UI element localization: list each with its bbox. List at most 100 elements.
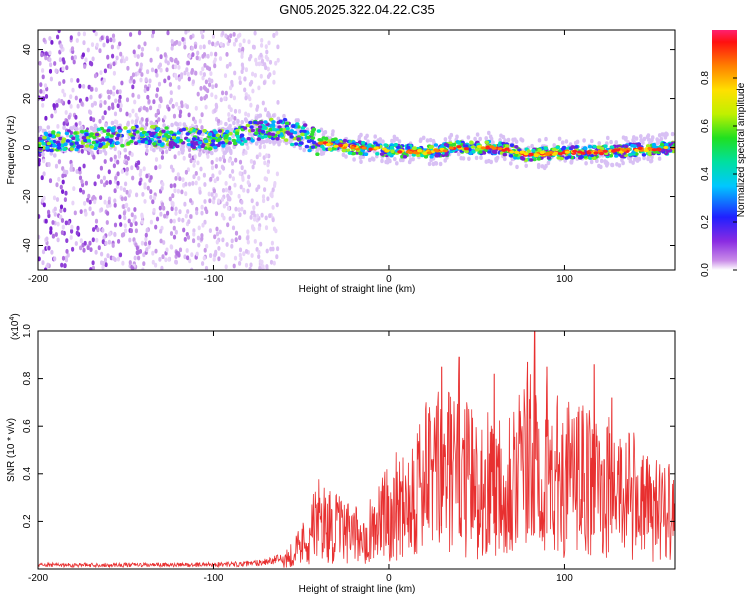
spectrogram-noise-cell <box>173 154 177 160</box>
spectrogram-noise-cell <box>103 199 107 205</box>
spectrogram-noise-cell <box>203 219 207 225</box>
spectrogram-noise-cell <box>246 188 250 194</box>
spectrogram-band-cell <box>271 120 276 124</box>
spectrogram-noise-cell <box>227 158 231 163</box>
spectrogram-noise-cell <box>186 30 190 33</box>
spectrogram-noise-cell <box>243 76 247 82</box>
spectrogram-halo-cell <box>119 137 124 143</box>
spectrogram-halo-cell <box>277 142 281 147</box>
spectrogram-noise-cell <box>218 229 222 235</box>
spectrogram-noise-cell <box>90 61 94 67</box>
spectrogram-noise-cell <box>216 176 220 182</box>
spectrogram-halo-cell <box>261 139 266 144</box>
spectrogram-noise-cell <box>229 107 233 113</box>
spectrogram-band-cell <box>232 141 238 146</box>
spectrogram-halo-cell <box>589 159 594 165</box>
spectrogram-noise-cell <box>54 68 58 74</box>
spectrogram-halo-cell <box>575 139 580 144</box>
spectrogram-noise-cell <box>240 199 244 205</box>
spectrogram-noise-cell <box>262 80 266 86</box>
spectrogram-noise-cell <box>248 56 252 62</box>
spectrogram-noise-cell <box>171 103 175 109</box>
spectrogram-noise-cell <box>170 206 174 212</box>
spectrogram-halo-cell <box>69 126 73 131</box>
spectrogram-hot-cell <box>544 152 550 156</box>
spectrogram-band-cell <box>51 130 56 134</box>
spectrogram-band-cell <box>205 142 210 146</box>
spectrogram-band-cell <box>358 151 363 156</box>
spectrogram-noise-cell <box>112 91 116 97</box>
spectrogram-noise-cell <box>134 228 138 234</box>
spectrogram-band-cell <box>75 134 80 139</box>
spectrogram-noise-cell <box>264 176 269 182</box>
spectrogram-band-cell <box>248 120 253 125</box>
spectrogram-noise-cell <box>42 96 46 101</box>
spectrogram-noise-cell <box>209 71 213 76</box>
spectrogram-noise-cell <box>264 225 269 231</box>
spectrogram-band-cell <box>148 132 153 136</box>
spectrogram-halo-cell <box>670 131 675 137</box>
spectrogram-band-cell <box>636 143 642 147</box>
spectrogram-noise-cell <box>103 100 107 105</box>
spectrogram-halo-cell <box>599 158 604 164</box>
spectrogram-band-cell <box>115 141 120 145</box>
spectrogram-noise-cell <box>69 235 73 240</box>
spectrogram-noise-cell <box>172 234 177 240</box>
spectrogram-band-cell <box>270 123 276 127</box>
spectrogram-noise-cell <box>117 153 121 159</box>
spectrogram-noise-cell <box>175 101 179 107</box>
spectrogram-noise-cell <box>210 160 214 165</box>
spectrogram-noise-cell <box>49 62 53 68</box>
spectrogram-noise-cell <box>151 199 155 205</box>
spectrogram-noise-cell <box>94 87 98 92</box>
spectrogram-noise-cell <box>166 30 170 36</box>
spectrogram-noise-cell <box>203 63 207 68</box>
spectrogram-noise-cell <box>244 262 249 268</box>
spectrogram-halo-cell <box>407 159 412 165</box>
spectrogram-noise-cell <box>155 93 159 98</box>
spectrogram-noise-cell <box>154 224 158 230</box>
spectrogram-noise-cell <box>251 44 256 50</box>
spectrogram-noise-cell <box>261 264 265 269</box>
spectrogram-halo-cell <box>557 136 562 141</box>
spectrogram-noise-cell <box>40 175 44 181</box>
spectrogram-band-cell <box>164 126 169 130</box>
spectrogram-halo-cell <box>597 141 601 146</box>
spectrogram-noise-cell <box>168 196 172 202</box>
spectrogram-noise-cell <box>101 261 105 266</box>
spectrogram-band-cell <box>428 145 434 149</box>
spectrogram-hot-cell <box>539 151 545 155</box>
spectrogram-noise-cell <box>238 75 242 81</box>
spectrogram-noise-cell <box>82 84 86 89</box>
spectrogram-noise-cell <box>185 248 189 253</box>
spectrogram-noise-cell <box>116 180 120 186</box>
spectrogram-noise-cell <box>203 95 207 101</box>
spectrogram-noise-cell <box>155 216 160 222</box>
spectrogram-noise-cell <box>258 152 262 158</box>
spectrogram-noise-cell <box>149 189 153 195</box>
spectrogram-noise-cell <box>65 118 69 124</box>
spectrogram-noise-cell <box>221 30 225 36</box>
spectrogram-noise-cell <box>133 214 137 220</box>
spectrogram-band-cell <box>228 131 233 136</box>
spectrogram-noise-cell <box>221 188 226 193</box>
spectrogram-band-cell <box>102 138 107 142</box>
spectrogram-noise-cell <box>186 235 191 240</box>
spectrogram-noise-cell <box>150 33 155 39</box>
spectrogram-noise-cell <box>264 215 268 221</box>
spectrogram-noise-cell <box>61 189 65 195</box>
spectrogram-noise-cell <box>91 265 95 270</box>
spectrogram-noise-cell <box>171 193 175 199</box>
spectrogram-noise-cell <box>218 170 222 175</box>
spectrogram-noise-cell <box>192 174 196 180</box>
spectrogram-noise-cell <box>55 182 59 188</box>
spectrogram-band-cell <box>306 135 311 140</box>
spectrogram-noise-cell <box>202 255 206 261</box>
spectrogram-noise-cell <box>59 208 63 214</box>
spectrogram-noise-cell <box>213 234 217 240</box>
spectrogram-noise-cell <box>142 166 146 172</box>
spectrogram-noise-cell <box>271 246 275 252</box>
spectrogram-band-cell <box>262 126 268 130</box>
spectrogram-band-cell <box>292 130 298 135</box>
spectrogram-noise-cell <box>190 267 194 270</box>
